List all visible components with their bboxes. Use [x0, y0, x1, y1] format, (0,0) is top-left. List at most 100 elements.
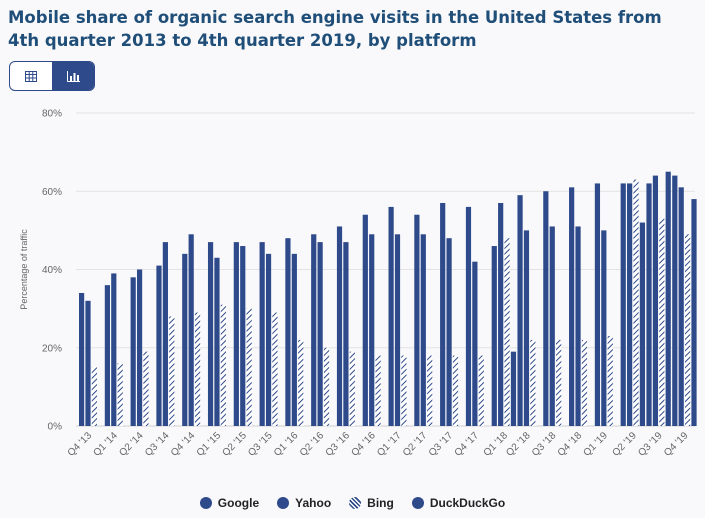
bar-yahoo[interactable]	[265, 253, 272, 426]
legend-swatch	[199, 497, 212, 509]
x-tick-label: Q1 '16	[272, 430, 301, 459]
bar-google[interactable]	[233, 242, 239, 426]
bar-yahoo[interactable]	[369, 234, 375, 426]
chart-view-button[interactable]	[52, 62, 94, 90]
bar-google[interactable]	[182, 253, 188, 426]
bar-yahoo[interactable]	[498, 202, 504, 426]
bar-bing[interactable]	[427, 355, 433, 426]
bar-chart: 0% 20% 40% 60% 80% Percentage of traffic Q4 '1…	[19, 109, 697, 459]
bar-bing[interactable]	[91, 367, 97, 426]
bar-yahoo[interactable]	[317, 242, 323, 426]
bar-bing[interactable]	[220, 304, 226, 426]
x-tick-label: Q4 '14	[169, 430, 198, 459]
bar-bing[interactable]	[323, 347, 330, 426]
x-tick-label: Q2 '15	[221, 430, 250, 459]
legend-item-yahoo[interactable]: Yahoo	[277, 496, 331, 510]
legend-label: DuckDuckGo	[429, 496, 506, 510]
legend-item-google[interactable]: Google	[199, 496, 259, 510]
bar-bing[interactable]	[298, 339, 304, 426]
bar-bing[interactable]	[117, 363, 123, 426]
bar-yahoo[interactable]	[446, 238, 452, 426]
bar-bing[interactable]	[530, 339, 536, 426]
bar-google[interactable]	[104, 285, 110, 426]
bar-google[interactable]	[543, 191, 549, 426]
bar-bing[interactable]	[685, 234, 691, 426]
bar-google[interactable]	[336, 226, 343, 426]
bar-bing[interactable]	[349, 351, 355, 426]
y-tick-label: 80%	[42, 109, 62, 120]
bar-google[interactable]	[440, 202, 446, 426]
x-tick-label: Q3 '14	[143, 430, 172, 459]
x-tick-label: Q3 '19	[636, 430, 665, 459]
bar-yahoo[interactable]	[523, 230, 530, 427]
bar-bing[interactable]	[504, 238, 510, 426]
legend-item-bing[interactable]: Bing	[349, 496, 394, 510]
bar-yahoo[interactable]	[214, 257, 220, 426]
bar-google[interactable]	[259, 242, 265, 426]
bar-bing[interactable]	[633, 179, 639, 426]
bar-yahoo[interactable]	[575, 226, 581, 426]
bar-bing[interactable]	[478, 355, 484, 426]
bar-yahoo[interactable]	[162, 242, 168, 426]
bar-yahoo[interactable]	[420, 234, 426, 426]
y-tick-label: 0%	[48, 422, 63, 433]
bar-bing[interactable]	[169, 316, 175, 426]
bar-google[interactable]	[79, 292, 85, 426]
bar-yahoo[interactable]	[627, 183, 633, 426]
bar-google[interactable]	[156, 265, 162, 426]
bar-google[interactable]	[465, 206, 472, 426]
bar-google[interactable]	[672, 175, 678, 426]
bar-google[interactable]	[646, 183, 652, 426]
bar-bing[interactable]	[194, 312, 201, 426]
bar-duckduckgo[interactable]	[639, 222, 646, 426]
bar-google[interactable]	[491, 246, 497, 426]
bar-bing[interactable]	[659, 218, 665, 426]
bar-yahoo[interactable]	[111, 273, 117, 426]
bar-bing[interactable]	[452, 355, 459, 426]
bar-duckduckgo[interactable]	[691, 199, 697, 426]
bar-bing[interactable]	[401, 355, 407, 426]
x-tick-label: Q2 '18	[504, 430, 533, 459]
x-tick-label: Q1 '18	[482, 430, 511, 459]
bar-yahoo[interactable]	[291, 253, 297, 426]
bar-yahoo[interactable]	[549, 226, 555, 426]
bar-google[interactable]	[130, 277, 136, 426]
legend-item-duckduckgo[interactable]: DuckDuckGo	[411, 496, 506, 510]
bar-duckduckgo[interactable]	[665, 171, 671, 426]
bar-yahoo[interactable]	[240, 246, 246, 426]
bar-google[interactable]	[311, 234, 317, 426]
bar-yahoo[interactable]	[136, 269, 143, 427]
x-tick-label: Q1 '19	[582, 430, 611, 459]
chart-title: Mobile share of organic search engine vi…	[8, 8, 662, 50]
bar-google[interactable]	[620, 183, 626, 426]
bar-bing[interactable]	[607, 336, 613, 426]
table-icon	[25, 70, 37, 82]
bar-google[interactable]	[388, 206, 394, 426]
bar-bing[interactable]	[556, 339, 562, 426]
bar-bing[interactable]	[143, 351, 149, 426]
bar-bing[interactable]	[375, 355, 381, 426]
bar-google[interactable]	[517, 195, 523, 426]
bar-yahoo[interactable]	[472, 261, 478, 426]
bar-yahoo[interactable]	[652, 175, 659, 426]
y-tick-label: 20%	[42, 343, 62, 354]
table-view-button[interactable]	[10, 62, 52, 90]
bar-google[interactable]	[207, 242, 214, 426]
bar-duckduckgo[interactable]	[510, 351, 517, 426]
bar-yahoo[interactable]	[601, 230, 607, 427]
bar-google[interactable]	[285, 238, 291, 426]
bar-bing[interactable]	[581, 339, 588, 426]
bar-google[interactable]	[594, 183, 601, 426]
bar-google[interactable]	[569, 187, 575, 426]
bar-google[interactable]	[414, 214, 420, 426]
bar-yahoo[interactable]	[85, 300, 91, 426]
bar-yahoo[interactable]	[394, 234, 401, 426]
legend-label: Yahoo	[295, 496, 332, 510]
bar-bing[interactable]	[246, 308, 252, 427]
bar-yahoo[interactable]	[343, 242, 349, 426]
bar-yahoo[interactable]	[188, 234, 194, 426]
x-tick-label: Q3 '15	[246, 430, 275, 459]
bar-bing[interactable]	[272, 312, 278, 426]
bar-google[interactable]	[362, 214, 368, 426]
bar-yahoo[interactable]	[678, 187, 684, 426]
